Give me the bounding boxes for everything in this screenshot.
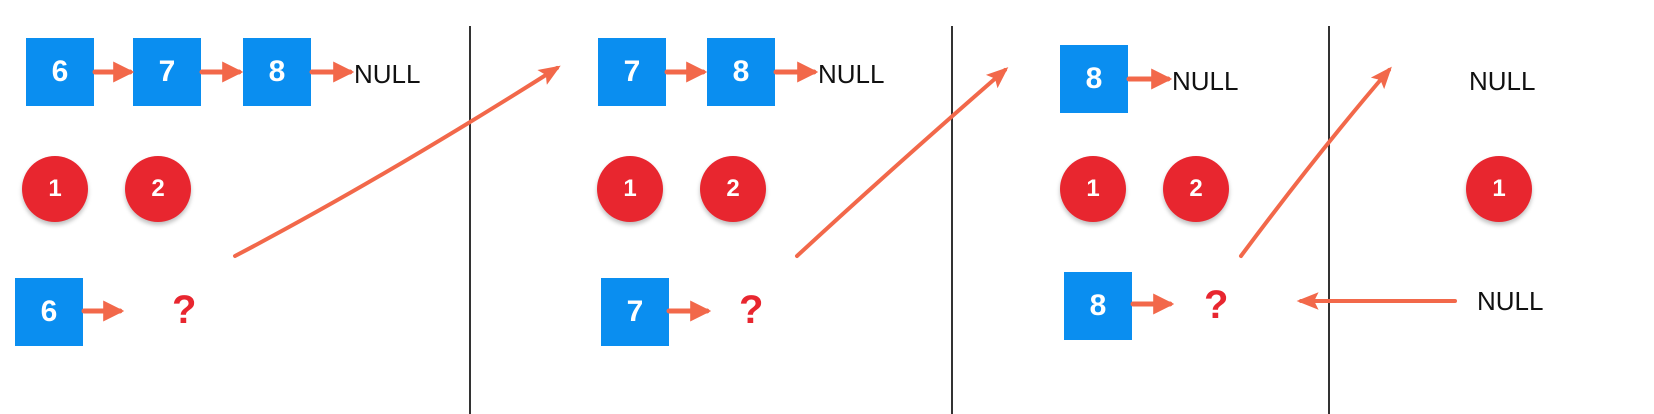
current-node: 6	[15, 278, 83, 346]
list-node: 8	[1060, 45, 1128, 113]
numbered-badge: 2	[700, 156, 766, 222]
panel-separator	[951, 26, 953, 414]
null-label: NULL	[1172, 66, 1239, 96]
null-label: NULL	[1469, 66, 1536, 96]
null-label: NULL	[1477, 286, 1544, 316]
numbered-badge: 1	[1060, 156, 1126, 222]
step-transition-arrow	[233, 65, 561, 258]
numbered-badge: 2	[125, 156, 191, 222]
unknown-next-marker: ?	[739, 288, 764, 332]
list-node: 8	[707, 38, 775, 106]
panel-separator	[1328, 26, 1330, 414]
current-node: 8	[1064, 272, 1132, 340]
numbered-badge: 2	[1163, 156, 1229, 222]
null-label: NULL	[354, 59, 421, 89]
numbered-badge: 1	[1466, 156, 1532, 222]
current-node: 7	[601, 278, 669, 346]
list-node: 7	[133, 38, 201, 106]
list-node: 7	[598, 38, 666, 106]
panel-separator	[469, 26, 471, 414]
step-transition-arrow	[1239, 66, 1392, 258]
list-node: 6	[26, 38, 94, 106]
numbered-badge: 1	[597, 156, 663, 222]
list-node: 8	[243, 38, 311, 106]
numbered-badge: 1	[22, 156, 88, 222]
unknown-next-marker: ?	[1204, 283, 1229, 327]
null-label: NULL	[818, 59, 885, 89]
step-transition-arrow	[795, 67, 1009, 258]
unknown-next-marker: ?	[172, 288, 197, 332]
